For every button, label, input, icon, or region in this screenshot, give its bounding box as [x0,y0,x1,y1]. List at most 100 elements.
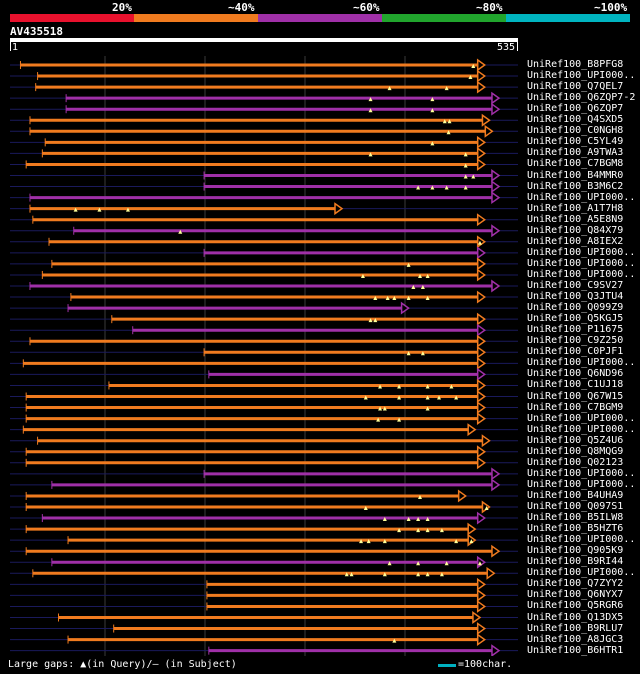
hit-row[interactable] [10,157,518,171]
hit-label[interactable]: UniRef100_Q7ZYY2 [527,578,624,590]
hit-row[interactable] [10,401,518,415]
hit-row[interactable] [10,191,518,205]
hit-row[interactable] [10,544,518,558]
hit-label[interactable]: UniRef100_Q3JTU4 [527,291,624,303]
hit-label[interactable]: UniRef100_UPI000.. [527,257,636,269]
hit-row[interactable] [10,69,518,83]
hit-row[interactable] [10,124,518,138]
hit-row[interactable] [10,135,518,149]
hit-label[interactable]: UniRef100_Q7QEL7 [527,81,624,93]
hit-label[interactable]: UniRef100_B6HTR1 [527,644,624,656]
hit-row[interactable] [10,268,518,282]
hit-row[interactable] [10,412,518,426]
hit-label[interactable]: UniRef100_UPI000.. [527,70,636,82]
hit-row[interactable] [10,423,518,437]
hit-row[interactable] [10,91,518,105]
hit-row[interactable] [10,633,518,647]
hit-label[interactable]: UniRef100_B3M6C2 [527,180,624,192]
hit-row[interactable] [10,478,518,492]
hit-label[interactable]: UniRef100_UPI000.. [527,567,636,579]
hit-row[interactable] [10,489,518,503]
hit-label[interactable]: UniRef100_C7BGM9 [527,401,624,413]
hit-label[interactable]: UniRef100_UPI000.. [527,246,636,258]
hit-label[interactable]: UniRef100_Q099Z9 [527,302,624,314]
hit-label[interactable]: UniRef100_UPI000.. [527,357,636,369]
hit-row[interactable] [10,456,518,470]
hit-row[interactable] [10,555,518,569]
hit-label[interactable]: UniRef100_A8IEX2 [527,235,624,247]
hit-row[interactable] [10,213,518,227]
hit-label[interactable]: UniRef100_Q8MQG9 [527,445,624,457]
hit-row[interactable] [10,500,518,514]
hit-row[interactable] [10,235,518,249]
hit-row[interactable] [10,202,518,216]
hit-label[interactable]: UniRef100_C0PJF1 [527,346,624,358]
hit-row[interactable] [10,356,518,370]
hit-label[interactable]: UniRef100_UPI000.. [527,478,636,490]
hit-label[interactable]: UniRef100_UPI000.. [527,412,636,424]
hit-label[interactable]: UniRef100_A8JGC3 [527,633,624,645]
hit-label[interactable]: UniRef100_Q5KGJ5 [527,313,624,325]
hit-row[interactable] [10,180,518,194]
hit-label[interactable]: UniRef100_Q5RGR6 [527,600,624,612]
hit-label[interactable]: UniRef100_Q097S1 [527,501,624,512]
hit-row[interactable] [10,611,518,624]
hit-row[interactable] [10,146,518,160]
hit-label[interactable]: UniRef100_A1T7H8 [527,202,624,214]
hit-row[interactable] [10,80,518,94]
hit-row[interactable] [10,102,518,116]
hit-row[interactable] [10,334,518,348]
hit-row[interactable] [10,445,518,459]
hit-row[interactable] [10,378,518,392]
hit-row[interactable] [10,169,518,182]
hit-row[interactable] [10,224,518,238]
hit-row[interactable] [10,522,518,536]
hit-row[interactable] [10,467,518,481]
hit-label[interactable]: UniRef100_C7BGM8 [527,158,624,170]
hit-label[interactable]: UniRef100_Q6ZQP7-2 [527,92,636,104]
hit-label[interactable]: UniRef100_UPI000.. [527,534,636,546]
hit-label[interactable]: UniRef100_C1UJ18 [527,379,624,391]
hit-label[interactable]: UniRef100_B9RLU7 [527,622,624,634]
hit-row[interactable] [10,257,518,271]
hit-label[interactable]: UniRef100_UPI000.. [527,191,636,203]
hit-label[interactable]: UniRef100_Q6NYX7 [527,589,624,601]
hit-row[interactable] [10,246,518,260]
hit-label[interactable]: UniRef100_UPI000.. [527,268,636,280]
hit-label[interactable]: UniRef100_Q905K9 [527,545,624,557]
hit-row[interactable] [10,312,518,326]
hit-label[interactable]: UniRef100_Q6ND96 [527,368,624,380]
hit-row[interactable] [10,290,518,304]
hit-row[interactable] [10,113,518,127]
hit-label[interactable]: UniRef100_B5HZT6 [527,523,624,535]
hit-row[interactable] [10,367,518,381]
hit-row[interactable] [10,323,518,337]
hit-label[interactable]: UniRef100_UPI000.. [527,467,636,479]
hit-row[interactable] [10,279,518,293]
hit-row[interactable] [10,644,518,658]
hit-label[interactable]: UniRef100_C9SV27 [527,280,624,291]
hit-label[interactable]: UniRef100_B5ILW8 [527,512,624,524]
hit-label[interactable]: UniRef100_B9RI44 [527,556,624,568]
hit-label[interactable]: UniRef100_Q02123 [527,456,624,468]
hit-label[interactable]: UniRef100_Q67W15 [527,390,624,402]
hit-row[interactable] [10,511,518,525]
hit-row[interactable] [10,390,518,403]
hit-label[interactable]: UniRef100_B4UHA9 [527,489,624,501]
hit-row[interactable] [10,588,518,602]
hit-label[interactable]: UniRef100_UPI000.. [527,423,636,435]
hit-row[interactable] [10,599,518,613]
hit-row[interactable] [10,577,518,591]
hit-row[interactable] [10,345,518,359]
hit-row[interactable] [10,566,518,580]
hit-row[interactable] [10,58,518,72]
hit-label[interactable]: UniRef100_A9TWA3 [527,147,624,159]
hit-row[interactable] [10,622,518,636]
hit-label[interactable]: UniRef100_Q84X79 [527,224,624,236]
hit-label[interactable]: UniRef100_C0NGH8 [527,125,624,137]
hit-label[interactable]: UniRef100_A5E8N9 [527,213,624,225]
hit-label[interactable]: UniRef100_Q4SXD5 [527,114,624,126]
hit-label[interactable]: UniRef100_Q6ZQP7 [527,103,624,115]
hit-label[interactable]: UniRef100_Q5Z4U6 [527,434,624,446]
hit-label[interactable]: UniRef100_Q13DX5 [527,611,624,623]
